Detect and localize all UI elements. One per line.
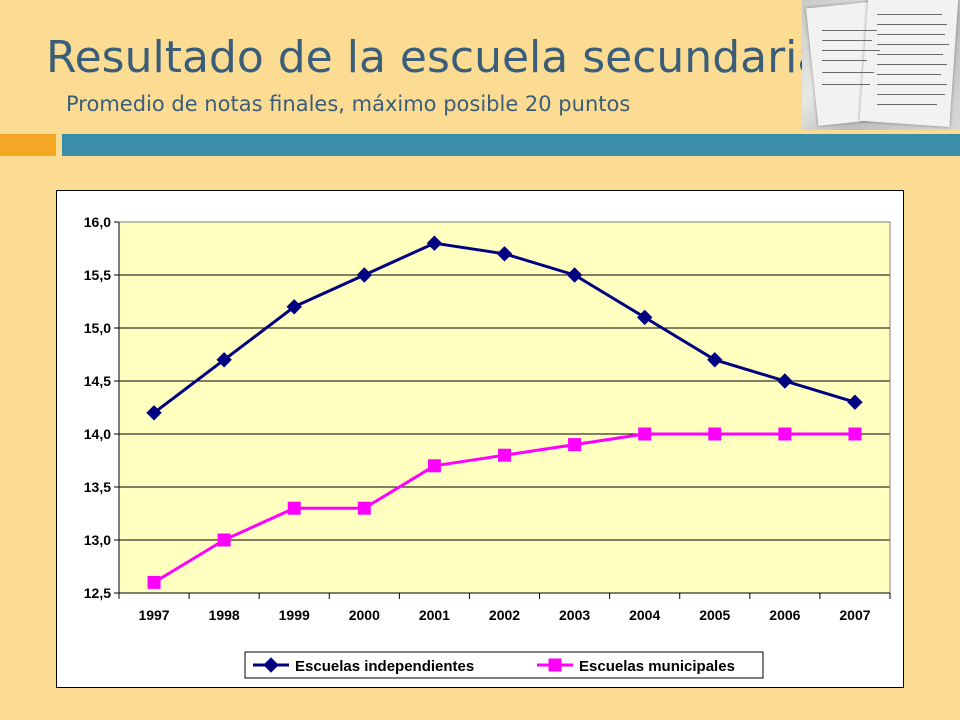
line-chart: 16,0 15,5 15,0 14,5 14,0 13,5 13,0 12,5 1997 1998…: [84, 214, 891, 679]
documents-photo: [802, 0, 960, 130]
data-point: [566, 267, 583, 283]
plot-area: [119, 222, 890, 593]
x-tick-label: 2006: [769, 607, 800, 623]
data-point: [146, 405, 162, 421]
data-point: [147, 575, 161, 589]
data-point: [356, 267, 373, 283]
y-tick-label: 16,0: [84, 214, 111, 230]
data-point: [708, 427, 722, 441]
data-point: [778, 427, 792, 441]
data-point: [496, 246, 513, 262]
x-tick-label: 2001: [419, 607, 450, 623]
accent-bar-teal: [62, 134, 960, 156]
legend: [244, 651, 764, 679]
y-tick-label: 15,0: [84, 320, 111, 336]
x-tick-label: 2005: [699, 607, 730, 623]
y-tick-label: 13,0: [84, 532, 111, 548]
x-tick-label: 1997: [138, 607, 169, 623]
y-tick-label: 13,5: [84, 479, 111, 495]
data-point: [707, 352, 723, 368]
data-point: [847, 394, 863, 410]
x-tick-label: 2002: [489, 607, 520, 623]
legend-marker: [263, 657, 279, 673]
x-tick-label: 1999: [279, 607, 310, 623]
data-point: [848, 427, 862, 441]
x-tick-label: 2004: [629, 607, 660, 623]
x-tick-label: 2003: [559, 607, 590, 623]
data-point: [217, 533, 231, 547]
data-point: [287, 501, 301, 515]
data-point: [286, 299, 302, 315]
x-tick-label: 2007: [839, 607, 870, 623]
data-point: [426, 235, 443, 251]
legend-label: Escuelas municipales: [579, 658, 735, 675]
data-point: [636, 309, 653, 326]
accent-bar-orange: [0, 134, 56, 156]
data-point: [498, 448, 511, 462]
y-tick-label: 12,5: [84, 585, 111, 601]
data-point: [427, 459, 441, 473]
data-point: [216, 352, 232, 368]
x-tick-label: 1998: [209, 607, 240, 623]
y-tick-label: 14,0: [84, 426, 111, 442]
data-point: [638, 427, 652, 441]
data-point: [357, 501, 371, 515]
x-tick-label: 2000: [349, 607, 380, 623]
legend-label: Escuelas independientes: [295, 658, 474, 675]
chart-container: 16,0 15,5 15,0 14,5 14,0 13,5 13,0 12,5 1997 1998…: [56, 190, 904, 688]
slide-title: Resultado de la escuela secundaria: [46, 32, 825, 83]
slide-subtitle: Promedio de notas finales, máximo posibl…: [66, 92, 631, 116]
data-point: [777, 373, 793, 389]
y-tick-label: 15,5: [84, 267, 111, 283]
data-point: [568, 438, 582, 452]
legend-marker: [548, 658, 562, 672]
y-tick-label: 14,5: [84, 373, 111, 389]
